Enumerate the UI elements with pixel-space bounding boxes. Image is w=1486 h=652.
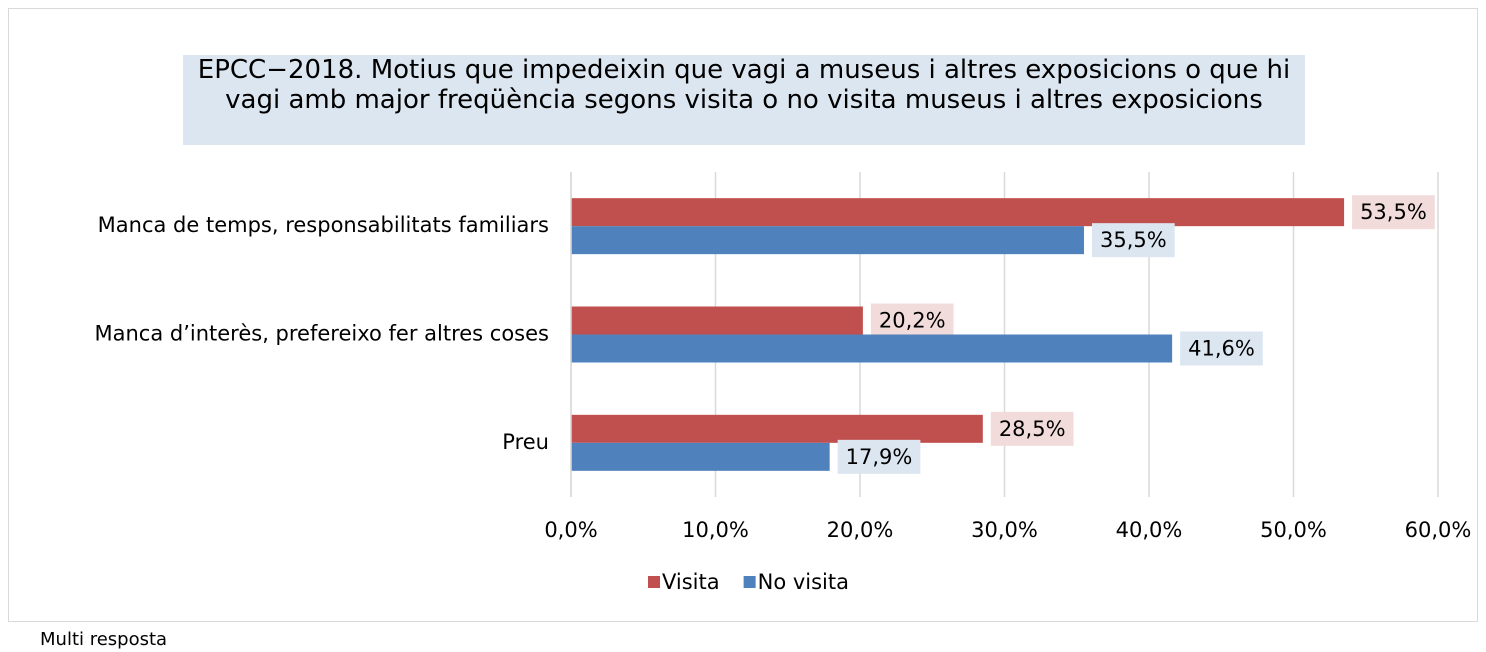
- x-tick-label: 10,0%: [682, 518, 749, 542]
- data-label: 53,5%: [1360, 200, 1427, 224]
- y-tick-label: Manca de temps, responsabilitats familia…: [98, 213, 549, 237]
- data-label-bg: [1091, 223, 1175, 258]
- data-label: 41,6%: [1188, 337, 1255, 361]
- legend-label: Visita: [662, 570, 720, 594]
- note: Multi resposta: [40, 629, 168, 650]
- chart-title: EPCC−2018. Motius que impedeixin que vag…: [183, 55, 1305, 145]
- data-label: 20,2%: [879, 309, 946, 333]
- data-label-bg: [870, 303, 954, 338]
- x-tick-label: 40,0%: [1116, 518, 1183, 542]
- x-tick-label: 60,0%: [1405, 518, 1472, 542]
- x-tick-label: 30,0%: [971, 518, 1038, 542]
- x-tick-label: 50,0%: [1260, 518, 1327, 542]
- data-label: 17,9%: [846, 445, 913, 469]
- data-label-bg: [1180, 331, 1263, 366]
- data-label-bg: [837, 439, 921, 474]
- bar: [571, 414, 983, 443]
- x-tick-label: 20,0%: [827, 518, 894, 542]
- x-tick-label: 0,0%: [544, 518, 597, 542]
- legend-swatch: [648, 576, 660, 588]
- bar: [571, 198, 1345, 227]
- legend-swatch: [743, 576, 756, 588]
- legend-label: No visita: [758, 570, 849, 594]
- data-label-bg: [990, 411, 1074, 446]
- data-label: 28,5%: [999, 417, 1066, 441]
- bar: [571, 334, 1173, 363]
- bar: [571, 306, 863, 335]
- bar: [571, 442, 830, 471]
- data-label: 35,5%: [1100, 228, 1167, 252]
- y-tick-label: Preu: [502, 430, 549, 454]
- bar: [571, 226, 1084, 255]
- data-label-bg: [1352, 195, 1435, 230]
- y-tick-label: Manca d’interès, prefereixo fer altres c…: [94, 322, 549, 346]
